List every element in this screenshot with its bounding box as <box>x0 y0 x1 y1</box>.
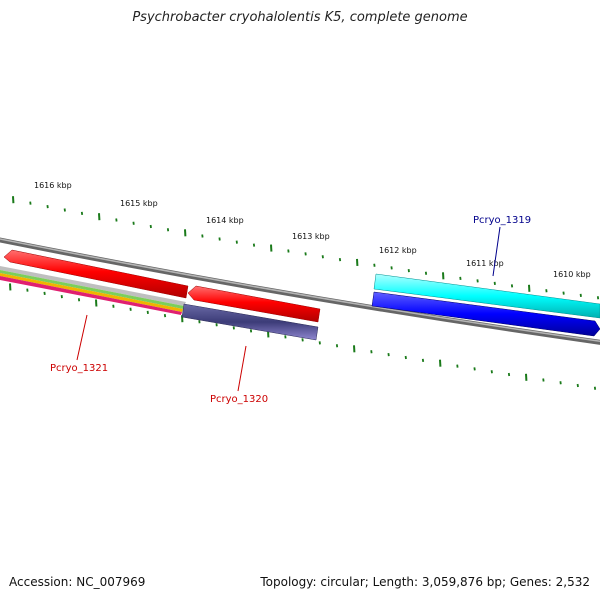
feature-purple-gene-pcryo-1320[interactable] <box>181 303 319 341</box>
tick-label-1613: 1613 kbp <box>292 232 330 241</box>
tick-label-1610: 1610 kbp <box>553 270 591 279</box>
connector-pcryo-1319 <box>492 226 501 277</box>
connector-pcryo-1321 <box>76 314 88 361</box>
tick-label-1611: 1611 kbp <box>466 259 504 268</box>
gene-label-pcryo-1319[interactable]: Pcryo_1319 <box>473 215 531 226</box>
feature-cyan-gene-pcryo-1319[interactable] <box>373 273 600 319</box>
gene-label-pcryo-1321[interactable]: Pcryo_1321 <box>50 363 108 374</box>
feature-blue-arrow-pcryo-1319[interactable] <box>371 291 600 337</box>
topology-summary: Topology: circular; Length: 3,059,876 bp… <box>260 575 590 589</box>
inner-scale-ticks <box>9 283 597 390</box>
feature-red-arrow-mid[interactable] <box>187 285 321 323</box>
feature-stacked-bands <box>0 266 186 315</box>
gene-label-pcryo-1320[interactable]: Pcryo_1320 <box>210 394 268 405</box>
map-title: Psychrobacter cryohalolentis K5, complet… <box>132 10 468 25</box>
tick-label-1614: 1614 kbp <box>206 216 244 225</box>
tick-label-1616: 1616 kbp <box>34 181 72 190</box>
genome-backbone <box>0 237 600 345</box>
feature-red-arrow-left[interactable] <box>3 249 189 299</box>
tick-labels: 1616 kbp 1615 kbp 1614 kbp 1613 kbp 1612… <box>34 181 591 279</box>
tick-label-1615: 1615 kbp <box>120 199 158 208</box>
accession-text: Accession: NC_007969 <box>9 575 146 589</box>
outer-scale-ticks <box>12 196 600 300</box>
tick-label-1612: 1612 kbp <box>379 246 417 255</box>
connector-pcryo-1320 <box>237 345 247 392</box>
genome-backbone-highlight <box>0 238 600 343</box>
